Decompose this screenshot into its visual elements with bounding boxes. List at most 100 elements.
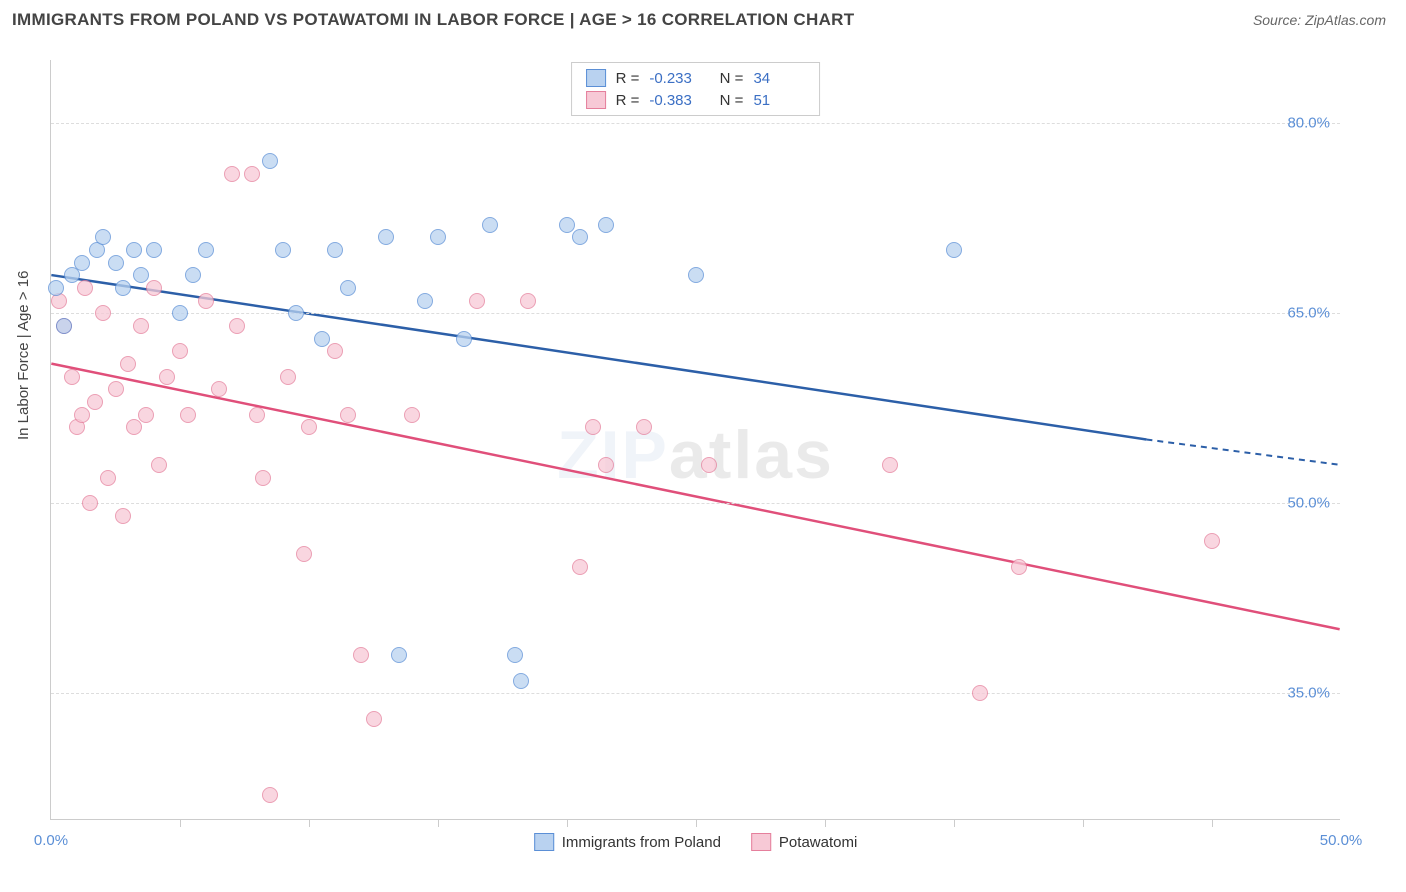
scatter-point bbox=[151, 457, 167, 473]
grid-line-h bbox=[51, 693, 1340, 694]
x-tick-label: 0.0% bbox=[34, 832, 68, 849]
scatter-point bbox=[126, 242, 142, 258]
scatter-point bbox=[198, 293, 214, 309]
scatter-point bbox=[159, 369, 175, 385]
scatter-point bbox=[48, 280, 64, 296]
scatter-point bbox=[198, 242, 214, 258]
scatter-point bbox=[249, 407, 265, 423]
scatter-point bbox=[340, 407, 356, 423]
legend-item: Potawatomi bbox=[751, 833, 857, 851]
legend-swatch bbox=[586, 69, 606, 87]
x-tick bbox=[309, 819, 310, 827]
scatter-point bbox=[244, 166, 260, 182]
scatter-point bbox=[64, 369, 80, 385]
scatter-point bbox=[275, 242, 291, 258]
grid-line-h bbox=[51, 503, 1340, 504]
scatter-point bbox=[353, 647, 369, 663]
scatter-point bbox=[172, 305, 188, 321]
scatter-point bbox=[507, 647, 523, 663]
x-tick bbox=[1212, 819, 1213, 827]
x-tick-label: 50.0% bbox=[1320, 832, 1363, 849]
chart-legend: Immigrants from Poland Potawatomi bbox=[534, 833, 858, 851]
scatter-point bbox=[82, 495, 98, 511]
scatter-point bbox=[133, 267, 149, 283]
scatter-point bbox=[224, 166, 240, 182]
scatter-point bbox=[404, 407, 420, 423]
scatter-point bbox=[598, 217, 614, 233]
scatter-point bbox=[115, 280, 131, 296]
scatter-point bbox=[172, 343, 188, 359]
scatter-point bbox=[327, 343, 343, 359]
scatter-point bbox=[229, 318, 245, 334]
legend-item: Immigrants from Poland bbox=[534, 833, 721, 851]
stat-r-label: R = bbox=[616, 92, 640, 109]
scatter-point bbox=[636, 419, 652, 435]
scatter-point bbox=[126, 419, 142, 435]
x-tick bbox=[696, 819, 697, 827]
scatter-point bbox=[74, 407, 90, 423]
scatter-point bbox=[301, 419, 317, 435]
scatter-point bbox=[701, 457, 717, 473]
stat-n-label: N = bbox=[711, 92, 743, 109]
scatter-point bbox=[559, 217, 575, 233]
scatter-point bbox=[211, 381, 227, 397]
scatter-point bbox=[1204, 533, 1220, 549]
scatter-point bbox=[115, 508, 131, 524]
scatter-point bbox=[74, 255, 90, 271]
scatter-point bbox=[972, 685, 988, 701]
x-tick bbox=[954, 819, 955, 827]
stat-n-value: 51 bbox=[753, 92, 805, 109]
scatter-point bbox=[1011, 559, 1027, 575]
scatter-point bbox=[262, 787, 278, 803]
scatter-point bbox=[520, 293, 536, 309]
source-label: Source: ZipAtlas.com bbox=[1253, 12, 1386, 28]
scatter-point bbox=[296, 546, 312, 562]
legend-swatch bbox=[751, 833, 771, 851]
scatter-point bbox=[513, 673, 529, 689]
y-tick-label: 35.0% bbox=[1287, 685, 1330, 702]
scatter-point bbox=[138, 407, 154, 423]
scatter-point bbox=[378, 229, 394, 245]
x-tick bbox=[825, 819, 826, 827]
scatter-point bbox=[314, 331, 330, 347]
scatter-point bbox=[146, 280, 162, 296]
scatter-point bbox=[95, 229, 111, 245]
grid-line-h bbox=[51, 313, 1340, 314]
scatter-point bbox=[133, 318, 149, 334]
x-tick bbox=[567, 819, 568, 827]
legend-swatch bbox=[534, 833, 554, 851]
stat-n-value: 34 bbox=[753, 70, 805, 87]
legend-label: Immigrants from Poland bbox=[562, 834, 721, 851]
x-tick bbox=[1083, 819, 1084, 827]
scatter-point bbox=[572, 559, 588, 575]
scatter-chart: ZIPatlas R = -0.233 N = 34R = -0.383 N =… bbox=[50, 60, 1340, 820]
y-tick-label: 50.0% bbox=[1287, 495, 1330, 512]
scatter-point bbox=[120, 356, 136, 372]
scatter-point bbox=[87, 394, 103, 410]
scatter-point bbox=[180, 407, 196, 423]
legend-label: Potawatomi bbox=[779, 834, 857, 851]
scatter-point bbox=[482, 217, 498, 233]
scatter-point bbox=[391, 647, 407, 663]
scatter-point bbox=[572, 229, 588, 245]
scatter-point bbox=[327, 242, 343, 258]
scatter-point bbox=[108, 381, 124, 397]
scatter-point bbox=[598, 457, 614, 473]
scatter-point bbox=[366, 711, 382, 727]
scatter-point bbox=[185, 267, 201, 283]
stat-row: R = -0.233 N = 34 bbox=[572, 67, 820, 89]
x-tick bbox=[438, 819, 439, 827]
stat-r-value: -0.383 bbox=[649, 92, 701, 109]
scatter-point bbox=[95, 305, 111, 321]
grid-line-h bbox=[51, 123, 1340, 124]
stat-r-label: R = bbox=[616, 70, 640, 87]
scatter-point bbox=[280, 369, 296, 385]
scatter-point bbox=[108, 255, 124, 271]
x-tick bbox=[180, 819, 181, 827]
y-axis-label: In Labor Force | Age > 16 bbox=[15, 271, 32, 440]
scatter-point bbox=[77, 280, 93, 296]
stat-r-value: -0.233 bbox=[649, 70, 701, 87]
legend-swatch bbox=[586, 91, 606, 109]
stat-row: R = -0.383 N = 51 bbox=[572, 89, 820, 111]
scatter-point bbox=[100, 470, 116, 486]
